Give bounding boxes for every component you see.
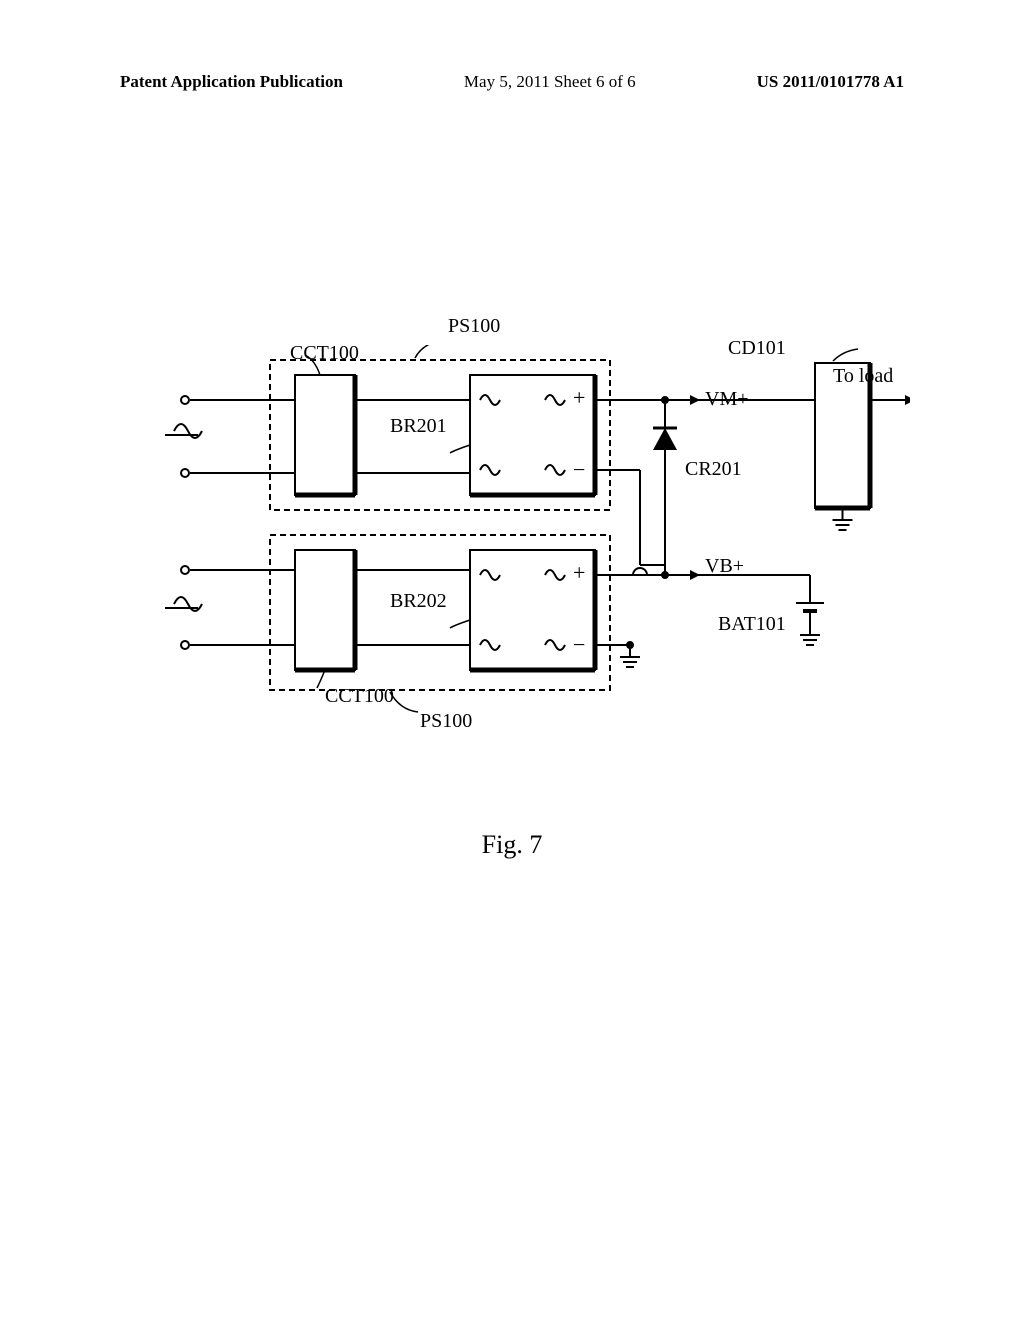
label-cct100-bot: CCT100 <box>325 685 394 708</box>
circuit-diagram: +−+−PS100PS100CCT100CCT100BR201BR202CD10… <box>130 345 910 765</box>
label-br201: BR201 <box>390 415 447 438</box>
label-ps100-top: PS100 <box>448 315 500 338</box>
svg-text:+: + <box>573 385 585 410</box>
label-cd101: CD101 <box>728 337 786 360</box>
label-cct100-top: CCT100 <box>290 342 359 365</box>
label-to-load: To load <box>833 365 893 388</box>
label-br202: BR202 <box>390 590 447 613</box>
header-mid: May 5, 2011 Sheet 6 of 6 <box>464 72 636 102</box>
label-bat101: BAT101 <box>718 613 786 636</box>
svg-text:+: + <box>573 560 585 585</box>
figure-caption: Fig. 7 <box>482 830 543 860</box>
label-ps100-bot: PS100 <box>420 710 472 733</box>
svg-text:−: − <box>573 457 585 482</box>
svg-text:−: − <box>573 632 585 657</box>
label-vm-plus: VM+ <box>705 388 749 411</box>
header-left: Patent Application Publication <box>120 72 343 102</box>
label-cr201: CR201 <box>685 458 742 481</box>
label-vb-plus: VB+ <box>705 555 744 578</box>
header-right: US 2011/0101778 A1 <box>757 72 904 102</box>
